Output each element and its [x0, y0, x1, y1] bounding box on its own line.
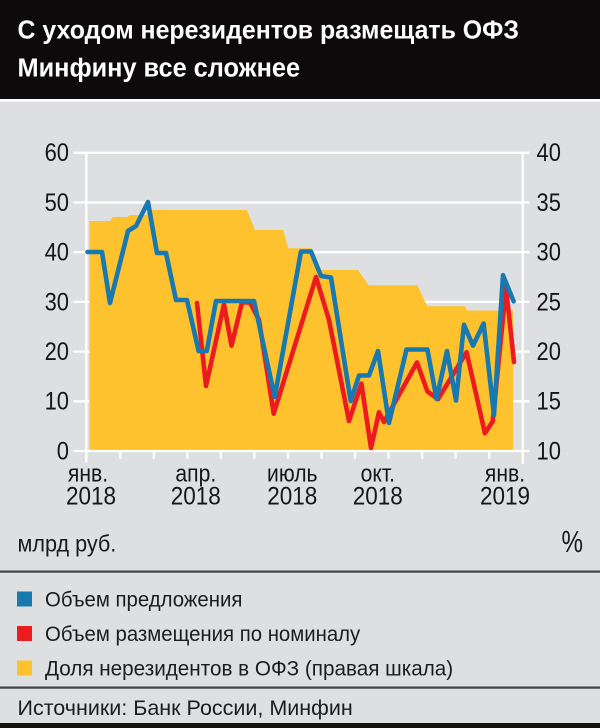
- svg-text:40: 40: [537, 140, 561, 168]
- svg-text:2019: 2019: [480, 483, 530, 511]
- svg-text:30: 30: [537, 239, 561, 267]
- svg-text:20: 20: [45, 339, 69, 367]
- svg-text:Доля нерезидентов в ОФЗ (права: Доля нерезидентов в ОФЗ (правая шкала): [45, 657, 453, 680]
- svg-text:20: 20: [537, 339, 561, 367]
- svg-text:янв.: янв.: [68, 460, 108, 487]
- svg-text:2018: 2018: [267, 483, 317, 511]
- svg-text:окт.: окт.: [361, 460, 395, 487]
- svg-text:апр.: апр.: [175, 460, 216, 487]
- svg-text:25: 25: [537, 289, 561, 317]
- svg-text:2018: 2018: [353, 483, 403, 511]
- svg-text:2018: 2018: [66, 483, 116, 511]
- svg-text:50: 50: [45, 190, 69, 218]
- svg-text:10: 10: [537, 438, 561, 466]
- svg-text:С уходом нерезидентов размещат: С уходом нерезидентов размещать ОФЗ: [18, 16, 519, 45]
- svg-text:40: 40: [45, 239, 69, 267]
- svg-text:млрд руб.: млрд руб.: [18, 531, 117, 557]
- svg-text:0: 0: [57, 438, 69, 466]
- svg-text:2018: 2018: [171, 483, 221, 511]
- svg-text:янв.: янв.: [485, 460, 525, 487]
- svg-text:15: 15: [537, 388, 561, 416]
- svg-text:Минфину все сложнее: Минфину все сложнее: [18, 54, 301, 82]
- svg-text:Объем размещения по номиналу: Объем размещения по номиналу: [45, 623, 361, 646]
- svg-text:30: 30: [45, 289, 69, 317]
- svg-text:Источники: Банк России, Минфин: Источники: Банк России, Минфин: [18, 696, 353, 720]
- svg-text:Объем предложения: Объем предложения: [45, 588, 242, 611]
- svg-text:%: %: [562, 524, 583, 559]
- svg-text:60: 60: [45, 140, 69, 168]
- svg-text:июль: июль: [267, 460, 317, 487]
- svg-text:10: 10: [45, 388, 69, 416]
- svg-text:35: 35: [537, 190, 561, 218]
